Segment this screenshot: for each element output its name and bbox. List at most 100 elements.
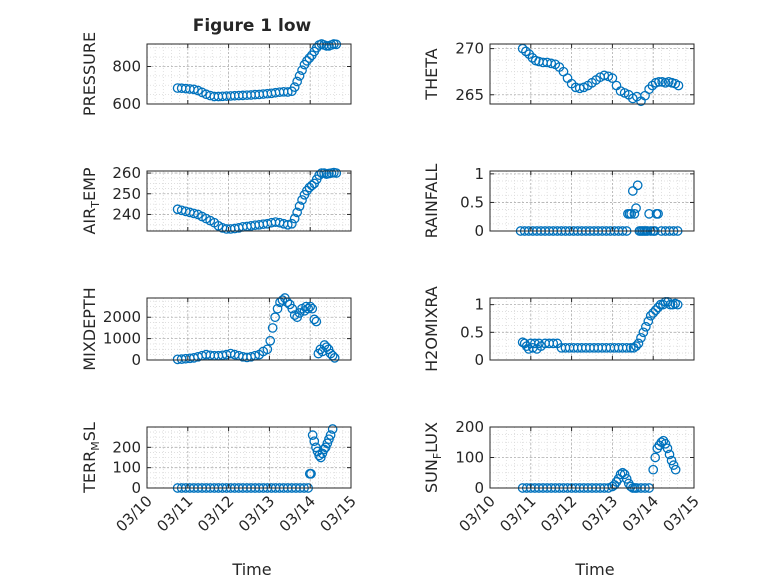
y-tick-label: 1: [474, 296, 484, 314]
data-point: [638, 327, 649, 338]
x-tick-label: 03/10: [456, 492, 499, 535]
y-axis-label-pressure: PRESSURE: [80, 32, 99, 116]
y-tick-label: 100: [455, 449, 484, 467]
y-tick-label: 100: [112, 459, 141, 477]
data-point: [305, 301, 316, 312]
x-tick-label: 03/12: [194, 492, 237, 535]
data-point: [660, 438, 671, 449]
data-point: [303, 303, 314, 314]
data-point: [329, 353, 340, 363]
data-point: [664, 449, 675, 460]
plot-area-rainfall: [490, 171, 694, 231]
y-tick-label: 200: [455, 418, 484, 436]
y-axis-label-sun_flux: SUNFLUX: [422, 422, 444, 493]
data-point: [662, 443, 673, 454]
data-point: [302, 56, 312, 66]
data-point: [272, 303, 283, 314]
data-point: [307, 430, 318, 440]
subplot-h2omixra: 0 0.5 1 H2OMIXRA: [422, 286, 695, 372]
x-tick-label: 03/10: [113, 492, 156, 535]
y-tick-label: 270: [455, 40, 484, 58]
data-point: [307, 303, 318, 314]
data-point: [311, 316, 322, 327]
data-point: [653, 209, 663, 219]
data-point: [633, 338, 644, 349]
data-point: [645, 310, 656, 321]
y-tick-label: 1: [474, 165, 484, 183]
data-point: [262, 344, 273, 355]
y-tick-label: 800: [112, 58, 141, 76]
x-axis-label-left: Time: [231, 560, 271, 579]
data-point: [265, 335, 276, 346]
data-point: [627, 186, 638, 196]
data-point: [629, 209, 640, 219]
data-point: [306, 468, 316, 479]
data-point: [641, 321, 651, 332]
x-tick-label: 03/11: [153, 492, 196, 535]
data-point: [294, 201, 305, 212]
subplot-rainfall: 0 0.5 1 RAINFALL: [422, 164, 695, 240]
y-tick-label: 2000: [103, 308, 141, 326]
data-point: [309, 436, 320, 447]
subplot-theta: 265 270 THETA: [422, 40, 695, 107]
axes-frame-terr_msl: [146, 426, 352, 489]
data-point: [530, 338, 540, 349]
y-axis-label-rainfall: RAINFALL: [422, 164, 441, 239]
axes-frame-pressure: [146, 43, 352, 105]
data-point: [301, 301, 311, 312]
subplot-air_temp: 240 250 260 AIRTEMP: [80, 164, 352, 235]
y-axis-label-mixdepth: MIXDEPTH: [80, 287, 99, 370]
y-axis-label-air_temp: AIRTEMP: [80, 167, 102, 234]
axes-frame-mixdepth: [146, 297, 352, 361]
x-tick-label: 03/13: [235, 492, 278, 535]
data-point: [189, 84, 199, 95]
data-point: [621, 473, 632, 484]
y-tick-label: 600: [112, 95, 141, 113]
data-point: [625, 481, 636, 492]
data-point: [306, 180, 317, 191]
data-point: [331, 168, 342, 178]
y-tick-label: 0: [131, 351, 141, 369]
y-tick-label: 0: [474, 351, 484, 369]
data-point: [267, 323, 278, 333]
data-point: [619, 469, 630, 480]
data-point: [287, 303, 298, 314]
y-tick-label: 260: [112, 164, 141, 182]
data-point: [631, 203, 641, 213]
data-point: [650, 305, 661, 316]
y-tick-label: 0: [474, 222, 484, 240]
data-point: [656, 437, 667, 448]
data-point: [294, 71, 305, 81]
data-point: [668, 460, 679, 470]
data-point: [270, 312, 280, 323]
data-point: [658, 299, 668, 310]
data-point: [648, 308, 659, 318]
x-tick-label: 03/14: [276, 492, 319, 535]
data-point: [325, 430, 336, 440]
data-point: [286, 218, 297, 229]
data-point: [292, 207, 302, 218]
axes-frame-air_temp: [146, 170, 352, 232]
data-point: [650, 452, 661, 463]
data-point: [636, 333, 646, 343]
y-tick-label: 0: [474, 479, 484, 497]
data-point: [631, 341, 641, 352]
data-point: [626, 209, 637, 219]
subplot-grid: 600 800 PRESSURE 265 270 THETA 240 250 260 AIRTEM…: [80, 32, 703, 535]
x-tick-label: 03/13: [578, 492, 621, 535]
series-mixdepth: [172, 293, 340, 365]
x-axis-label-right: Time: [574, 560, 614, 579]
y-axis-label-h2omixra: H2OMIXRA: [422, 286, 441, 372]
data-point: [653, 302, 663, 313]
subplot-terr_msl: 0 100 200 TERRMSL 03/1003/1103/1203/1303/140…: [80, 422, 360, 535]
data-point: [625, 342, 636, 353]
data-point: [548, 338, 559, 349]
y-tick-label: 0.5: [460, 193, 484, 211]
x-tick-label: 03/12: [537, 492, 580, 535]
data-point: [304, 53, 315, 63]
data-point: [621, 342, 632, 353]
data-point: [282, 219, 293, 230]
y-tick-label: 1000: [103, 330, 141, 348]
